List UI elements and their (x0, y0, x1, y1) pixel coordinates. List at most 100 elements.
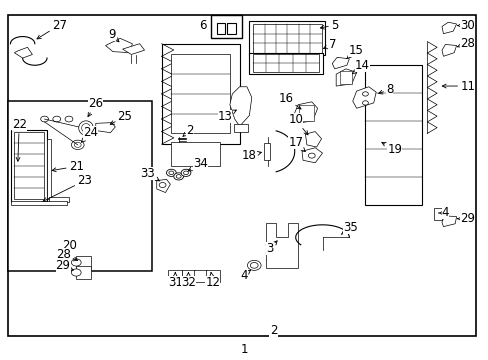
Circle shape (74, 142, 81, 147)
Bar (233, 125, 248, 132)
Circle shape (71, 269, 81, 276)
Ellipse shape (81, 123, 90, 132)
Bar (49, 197, 69, 202)
Circle shape (176, 175, 181, 178)
Text: 23: 23 (43, 174, 92, 201)
Circle shape (65, 116, 73, 122)
Text: 33: 33 (140, 167, 159, 181)
Bar (252, 54, 319, 72)
Text: 34: 34 (188, 157, 207, 171)
Polygon shape (168, 270, 182, 282)
Circle shape (181, 169, 190, 176)
Polygon shape (76, 256, 91, 269)
Text: 7: 7 (323, 38, 335, 51)
Text: 28: 28 (457, 36, 474, 50)
Text: 14: 14 (352, 59, 369, 74)
Polygon shape (105, 39, 132, 53)
Polygon shape (302, 148, 322, 163)
Bar (299, 105, 313, 121)
Bar (253, 24, 321, 53)
Text: 2: 2 (183, 124, 193, 137)
Circle shape (362, 101, 367, 105)
Text: 22: 22 (12, 118, 27, 161)
Polygon shape (441, 216, 456, 226)
Text: 11: 11 (441, 80, 474, 93)
Text: 5: 5 (320, 19, 338, 32)
Ellipse shape (79, 121, 93, 135)
Bar (216, 23, 225, 34)
Bar (249, 21, 325, 55)
Circle shape (247, 260, 261, 270)
Polygon shape (441, 44, 456, 56)
Polygon shape (14, 47, 32, 58)
Text: 4: 4 (438, 207, 448, 220)
Polygon shape (335, 69, 356, 86)
Polygon shape (96, 123, 115, 133)
Bar (227, 23, 236, 34)
Text: 9: 9 (108, 28, 119, 42)
Circle shape (173, 173, 183, 180)
Text: 32: 32 (181, 273, 196, 289)
Bar (339, 71, 351, 84)
Text: 12: 12 (205, 273, 220, 289)
Bar (264, 143, 269, 160)
Bar (171, 54, 229, 134)
Bar (47, 139, 51, 199)
Bar (11, 130, 46, 202)
Text: 10: 10 (287, 113, 307, 135)
Polygon shape (441, 22, 456, 34)
Text: 18: 18 (242, 149, 261, 162)
Circle shape (159, 183, 165, 188)
Circle shape (250, 262, 258, 268)
Text: 27: 27 (37, 19, 66, 39)
Text: 8: 8 (378, 83, 393, 96)
Bar (249, 53, 322, 74)
Circle shape (168, 171, 173, 175)
Text: 20: 20 (62, 239, 77, 252)
Polygon shape (331, 57, 348, 69)
Circle shape (166, 169, 176, 176)
Polygon shape (181, 270, 195, 282)
Text: 29: 29 (56, 259, 73, 272)
Text: 15: 15 (346, 44, 363, 59)
Polygon shape (266, 223, 298, 268)
Text: 3: 3 (265, 241, 277, 255)
Text: 28: 28 (56, 248, 78, 261)
Polygon shape (76, 266, 91, 279)
Text: 4: 4 (240, 269, 250, 282)
Circle shape (71, 140, 84, 149)
Text: 24: 24 (81, 126, 98, 142)
Circle shape (41, 116, 48, 122)
Text: 2: 2 (269, 324, 277, 337)
Bar (171, 142, 220, 166)
Text: 13: 13 (217, 110, 236, 123)
Circle shape (183, 171, 188, 175)
Bar (11, 201, 67, 205)
Bar (433, 208, 442, 220)
Text: 6: 6 (199, 19, 206, 32)
Polygon shape (352, 87, 375, 108)
Bar (8, 15, 475, 336)
Text: 17: 17 (287, 136, 305, 152)
Circle shape (308, 153, 315, 158)
Circle shape (362, 92, 367, 96)
Text: 26: 26 (88, 98, 103, 117)
Polygon shape (305, 132, 321, 147)
Text: 1: 1 (240, 343, 248, 356)
Polygon shape (293, 102, 317, 123)
Circle shape (71, 259, 81, 266)
Polygon shape (193, 270, 207, 282)
Bar (14, 132, 43, 199)
Text: 30: 30 (457, 19, 474, 32)
Bar (365, 65, 421, 205)
Text: 21: 21 (52, 160, 83, 173)
Bar (211, 15, 242, 39)
Text: 25: 25 (110, 110, 132, 125)
Bar (8, 101, 152, 271)
Polygon shape (157, 179, 170, 193)
Text: 31: 31 (167, 273, 183, 289)
Text: 29: 29 (456, 212, 474, 225)
Circle shape (53, 116, 61, 122)
Polygon shape (205, 270, 219, 282)
Polygon shape (122, 44, 144, 54)
